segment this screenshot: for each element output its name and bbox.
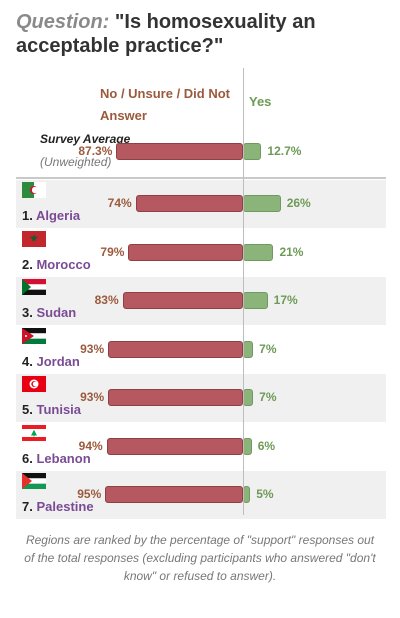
- no-bar: [128, 243, 243, 261]
- no-value-label: 95%: [77, 487, 102, 501]
- yes-bar: [243, 243, 274, 261]
- chart-title: Question: "Is homosexuality an acceptabl…: [16, 10, 386, 58]
- no-value-label: 79%: [100, 244, 125, 259]
- yes-bar: [243, 340, 254, 358]
- yes-bar: [243, 437, 252, 455]
- country-label: 1. Algeria: [22, 208, 80, 223]
- no-bar: [135, 195, 243, 212]
- jordan-flag-icon: [22, 327, 46, 344]
- palestine-flag-icon: [22, 473, 46, 489]
- yes-bar: [243, 195, 281, 212]
- survey-average-sublabel: (Unweighted): [40, 155, 112, 169]
- lebanon-flag-icon: [22, 424, 46, 441]
- rank-number: 4.: [22, 353, 37, 369]
- country-name: Palestine: [36, 499, 94, 514]
- divider: [16, 177, 386, 179]
- yes-value-label: 7%: [259, 341, 277, 356]
- no-bar: [106, 437, 243, 455]
- country-name: Sudan: [36, 305, 77, 320]
- no-value-label: 83%: [94, 293, 119, 307]
- morocco-flag-icon: [22, 230, 46, 247]
- rank-number: 1.: [22, 208, 36, 223]
- country-label: 6. Lebanon: [22, 451, 91, 466]
- yes-value-label: 21%: [279, 244, 304, 259]
- zero-line: [243, 68, 244, 515]
- yes-value-label: 6%: [257, 438, 276, 453]
- tunisia-flag-icon: [22, 376, 46, 392]
- country-label: 2. Morocco: [22, 257, 91, 272]
- average-yes-label: 12.7%: [267, 144, 302, 158]
- country-name: Jordan: [36, 353, 80, 369]
- no-bar: [105, 486, 243, 503]
- rank-number: 3.: [22, 305, 37, 320]
- yes-bar: [243, 486, 251, 503]
- rank-number: 7.: [22, 499, 37, 514]
- country-label: 5. Tunisia: [22, 402, 81, 417]
- no-bar: [122, 292, 243, 309]
- country-label: 3. Sudan: [22, 305, 76, 320]
- no-bar: [108, 340, 243, 358]
- no-value-label: 93%: [80, 390, 105, 404]
- country-name: Lebanon: [36, 450, 91, 466]
- country-name: Morocco: [36, 256, 91, 272]
- title-text: "Is homosexuality an acceptable practice…: [16, 11, 316, 57]
- yes-value-label: 17%: [273, 293, 298, 307]
- average-yes-bar: [243, 143, 262, 160]
- country-label: 7. Palestine: [22, 499, 94, 514]
- rank-number: 2.: [22, 256, 37, 272]
- rank-number: 6.: [22, 450, 37, 466]
- average-no-bar: [116, 143, 243, 160]
- legend-yes: Yes: [249, 94, 272, 109]
- yes-bar: [243, 389, 254, 406]
- sudan-flag-icon: [22, 279, 46, 295]
- no-value-label: 93%: [80, 341, 105, 356]
- yes-bar: [243, 292, 268, 309]
- country-name: Algeria: [35, 208, 81, 223]
- average-no-label: 87.3%: [78, 144, 113, 158]
- yes-value-label: 5%: [256, 487, 274, 501]
- no-value-label: 94%: [78, 438, 103, 453]
- country-label: 4. Jordan: [22, 354, 80, 369]
- no-value-label: 74%: [107, 196, 132, 210]
- country-name: Tunisia: [36, 402, 82, 417]
- algeria-flag-icon: [22, 182, 46, 198]
- yes-value-label: 7%: [259, 390, 277, 404]
- no-bar: [108, 389, 243, 406]
- survey-average-label: Survey Average: [40, 132, 131, 146]
- rank-number: 5.: [22, 402, 37, 417]
- footnote: Regions are ranked by the percentage of …: [24, 533, 376, 583]
- legend-no: No / Unsure / Did Not Answer: [100, 86, 230, 123]
- title-prefix: Question:: [16, 11, 110, 33]
- yes-value-label: 26%: [286, 196, 311, 210]
